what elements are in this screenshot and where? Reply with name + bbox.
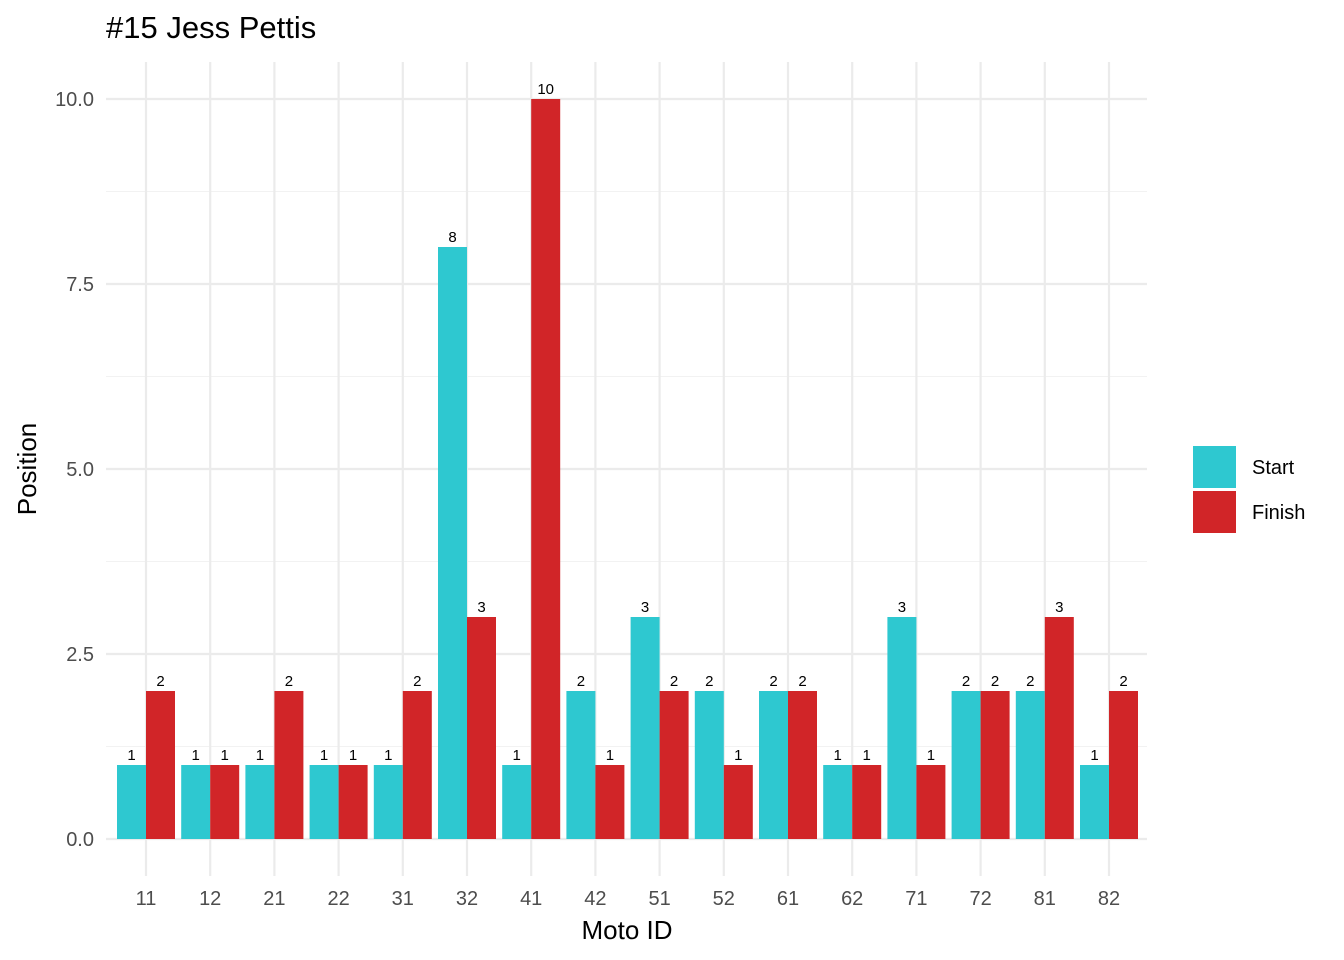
data-label: 2 — [705, 673, 713, 690]
bar-finish — [338, 765, 368, 839]
y-tick-label: 5.0 — [66, 459, 94, 481]
bar-finish — [274, 691, 304, 839]
y-axis-title: Position — [12, 423, 42, 516]
y-tick-label: 7.5 — [66, 274, 94, 296]
bar-finish — [1044, 617, 1074, 839]
data-label: 2 — [285, 673, 293, 690]
bar-start — [1080, 765, 1109, 839]
bar-finish — [723, 765, 753, 839]
data-label: 1 — [863, 747, 871, 764]
bar-start — [309, 765, 339, 839]
data-label: 1 — [927, 747, 935, 764]
data-label: 1 — [1090, 747, 1098, 764]
x-tick-label: 81 — [1034, 888, 1056, 910]
legend-key-finish — [1193, 491, 1236, 533]
bar-finish — [146, 691, 175, 839]
y-tick-label: 0.0 — [66, 829, 94, 851]
data-label: 2 — [1026, 673, 1034, 690]
data-labels: 1 1 1 1 1 8 1 2 3 2 2 1 3 2 2 1 2 1 2 1 2 3 10 1 2 1 2 1 1 2 3 2 — [127, 81, 1127, 764]
y-tick-label: 2.5 — [66, 644, 94, 666]
data-label: 8 — [448, 229, 456, 246]
data-label: 1 — [192, 747, 200, 764]
data-label: 1 — [834, 747, 842, 764]
data-label: 2 — [991, 673, 999, 690]
bar-start — [245, 765, 275, 839]
data-label: 1 — [256, 747, 264, 764]
x-tick-label: 12 — [199, 888, 221, 910]
data-label: 1 — [513, 747, 521, 764]
bar-finish — [852, 765, 882, 839]
data-label: 2 — [577, 673, 585, 690]
bar-start — [951, 691, 981, 839]
bar-finish — [595, 765, 625, 839]
bar-finish — [402, 691, 432, 839]
data-label: 1 — [384, 747, 392, 764]
x-tick-label: 72 — [969, 888, 991, 910]
x-tick-label: 32 — [456, 888, 478, 910]
x-tick-label: 11 — [136, 888, 157, 910]
x-tick-label: 52 — [713, 888, 735, 910]
chart-title: #15 Jess Pettis — [106, 10, 316, 45]
data-label: 2 — [413, 673, 421, 690]
bar-start — [630, 617, 660, 839]
x-tick-label: 22 — [327, 888, 349, 910]
data-label: 3 — [1055, 599, 1063, 616]
data-label: 10 — [537, 81, 554, 98]
bar-start — [887, 617, 917, 839]
x-tick-label: 31 — [392, 888, 414, 910]
bar-start — [181, 765, 211, 839]
legend: Start Finish — [1193, 446, 1305, 533]
data-label: 1 — [734, 747, 742, 764]
data-label: 2 — [798, 673, 806, 690]
data-label: 3 — [641, 599, 649, 616]
bar-finish — [788, 691, 817, 839]
y-tick-label: 10.0 — [55, 89, 94, 111]
data-label: 1 — [127, 747, 135, 764]
bar-finish — [659, 691, 689, 839]
bar-finish — [531, 99, 561, 839]
bar-start — [566, 691, 596, 839]
bar-start — [438, 247, 467, 839]
bar-finish — [1109, 691, 1138, 839]
x-tick-label: 42 — [584, 888, 606, 910]
data-label: 1 — [221, 747, 229, 764]
data-label: 1 — [606, 747, 614, 764]
data-label: 2 — [769, 673, 777, 690]
bar-start — [373, 765, 403, 839]
data-label: 1 — [320, 747, 328, 764]
data-label: 2 — [156, 673, 164, 690]
x-tick-label: 61 — [777, 888, 799, 910]
x-tick-label: 21 — [263, 888, 285, 910]
x-axis-title: Moto ID — [581, 915, 672, 945]
bar-start — [823, 765, 853, 839]
legend-label: Finish — [1252, 502, 1305, 524]
legend-key-start — [1193, 446, 1236, 488]
bar-start — [502, 765, 532, 839]
y-axis-ticks: 0.0 2.5 5.0 7.5 10.0 — [55, 89, 94, 851]
bar-start — [759, 691, 788, 839]
data-label: 3 — [477, 599, 485, 616]
data-label: 1 — [349, 747, 357, 764]
bar-finish — [210, 765, 240, 839]
x-axis-ticks: 11 12 21 22 31 32 41 42 51 52 61 62 71 72 81 82 — [136, 888, 1121, 910]
x-tick-label: 41 — [520, 888, 542, 910]
bars — [117, 99, 1138, 839]
data-label: 3 — [898, 599, 906, 616]
bar-start — [694, 691, 724, 839]
bar-finish — [467, 617, 496, 839]
x-tick-label: 62 — [841, 888, 863, 910]
data-label: 2 — [1119, 673, 1127, 690]
data-label: 2 — [962, 673, 970, 690]
x-tick-label: 71 — [905, 888, 927, 910]
x-tick-label: 51 — [648, 888, 670, 910]
bar-finish — [916, 765, 946, 839]
bar-finish — [980, 691, 1010, 839]
legend-label: Start — [1252, 457, 1295, 479]
x-tick-label: 82 — [1098, 888, 1120, 910]
data-label: 2 — [670, 673, 678, 690]
bar-start — [1015, 691, 1045, 839]
bar-start — [117, 765, 146, 839]
